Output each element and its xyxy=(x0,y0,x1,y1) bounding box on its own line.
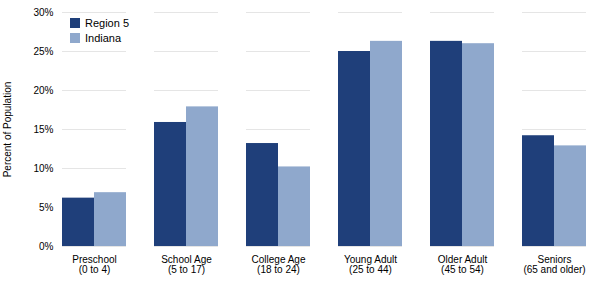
html-text:Region 5: Region 5 xyxy=(85,17,129,29)
svg-text:0%: 0% xyxy=(39,241,54,252)
svg-text:25%: 25% xyxy=(33,46,53,57)
svg-text:College Age(18 to 24): College Age(18 to 24) xyxy=(252,254,306,275)
svg-text:Young Adult(25 to 44): Young Adult(25 to 44) xyxy=(344,254,397,275)
svg-text:Older Adult(45 to 54): Older Adult(45 to 54) xyxy=(438,254,488,275)
svg-text:30%: 30% xyxy=(33,7,53,18)
svg-text:20%: 20% xyxy=(33,85,53,96)
svg-text:Seniors(65 and older): Seniors(65 and older) xyxy=(523,254,585,275)
html-text:Indiana: Indiana xyxy=(85,31,122,44)
svg-text:Preschool(0 to 4): Preschool(0 to 4) xyxy=(72,254,116,275)
svg-text:Percent of Population: Percent of Population xyxy=(2,82,13,178)
svg-text:School Age(5 to 17): School Age(5 to 17) xyxy=(161,254,212,275)
svg-text:10%: 10% xyxy=(33,163,53,174)
svg-text:5%: 5% xyxy=(39,202,54,213)
svg-text:15%: 15% xyxy=(33,124,53,135)
